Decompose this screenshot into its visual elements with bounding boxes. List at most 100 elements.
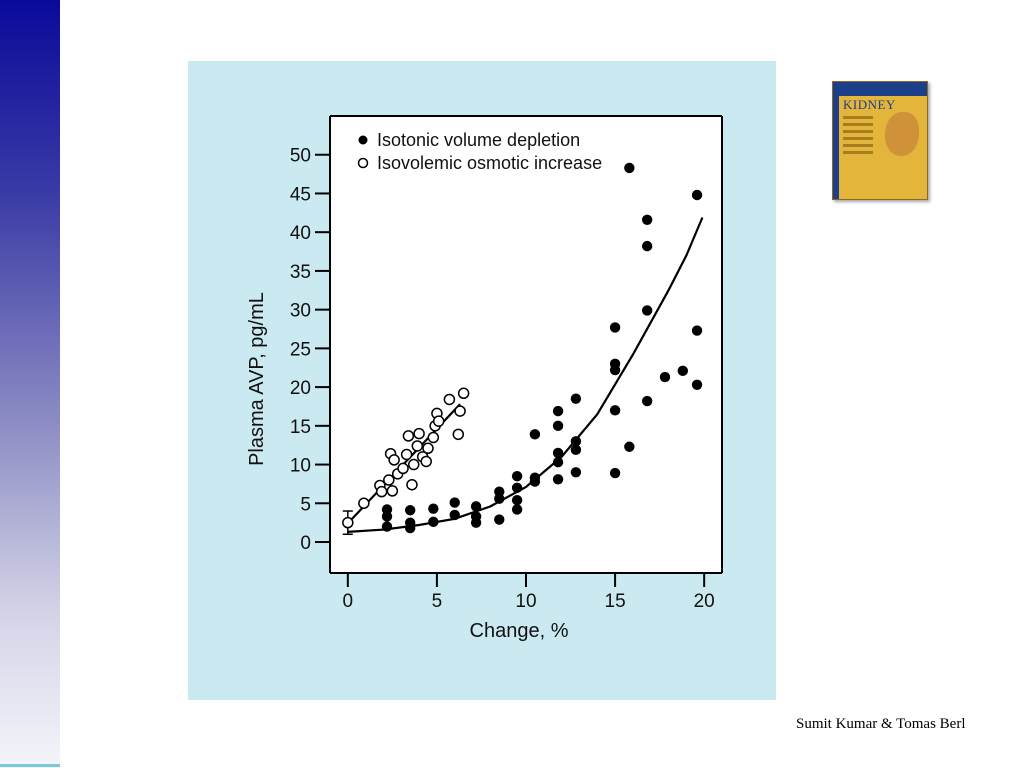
x-tick-label: 0 [343, 591, 354, 612]
x-axis-title: Change, % [470, 620, 569, 642]
chart-panel: 0 5 10 15 20 25 30 35 40 45 50 0 5 10 15 20 Change, % … [188, 61, 776, 700]
data-point-depletion [381, 504, 393, 515]
book-cover-title: KIDNEY [843, 97, 896, 112]
data-point-depletion [529, 429, 541, 440]
legend-filled-marker [358, 135, 368, 145]
data-points [342, 162, 703, 534]
data-point-depletion [494, 486, 505, 497]
data-point-depletion [641, 395, 653, 407]
data-point-depletion [677, 365, 688, 377]
data-point-osmotic [397, 462, 409, 475]
data-point-depletion [470, 511, 482, 522]
y-tick-label: 40 [290, 223, 311, 244]
data-point-osmotic [427, 431, 440, 444]
sidebar-accent-line [0, 764, 60, 767]
y-tick-label: 20 [290, 378, 311, 399]
x-tick-label: 10 [515, 591, 536, 612]
data-point-depletion [511, 470, 523, 482]
data-point-depletion [428, 503, 439, 514]
legend-label-osmotic: Isovolemic osmotic increase [377, 153, 602, 173]
y-tick-label: 15 [290, 417, 311, 438]
data-point-depletion [570, 393, 582, 404]
data-point-osmotic [443, 393, 456, 406]
y-tick-label: 50 [290, 146, 311, 167]
data-point-osmotic [454, 405, 466, 417]
data-point-depletion [552, 420, 564, 432]
data-point-osmotic [457, 387, 470, 400]
y-tick-label: 25 [290, 339, 311, 360]
data-point-depletion [609, 405, 621, 416]
x-tick-label: 5 [432, 591, 443, 612]
data-point-depletion [552, 447, 564, 459]
data-point-depletion [511, 494, 523, 506]
data-point-depletion [624, 162, 635, 174]
data-point-depletion [449, 497, 460, 508]
x-tick-label: 15 [605, 591, 626, 612]
data-point-depletion [691, 379, 703, 390]
data-point-osmotic [342, 516, 354, 529]
legend: Isotonic volume depletion Isovolemic osm… [357, 130, 602, 173]
data-point-osmotic [420, 455, 432, 468]
data-point-depletion [494, 514, 505, 525]
book-cover-image: KIDNEY [832, 81, 928, 200]
data-point-depletion [570, 444, 582, 456]
data-point-osmotic [422, 442, 434, 455]
data-point-depletion [552, 405, 564, 417]
data-point-depletion [691, 325, 703, 336]
data-point-depletion [570, 436, 582, 447]
book-cover-band [833, 82, 927, 96]
y-tick-label: 30 [290, 301, 311, 322]
data-point-depletion [691, 189, 703, 201]
data-point-osmotic [406, 478, 418, 491]
data-point-depletion [570, 467, 582, 478]
kidney-illustration-icon [885, 112, 919, 156]
legend-label-depletion: Isotonic volume depletion [377, 130, 580, 150]
plot-area [330, 116, 722, 573]
x-axis-ticks: 0 5 10 15 20 [343, 573, 715, 612]
data-point-osmotic [402, 430, 415, 442]
data-point-depletion [404, 517, 416, 528]
sidebar-gradient [0, 0, 60, 768]
data-point-depletion [659, 371, 671, 383]
author-credit: Sumit Kumar & Tomas Berl [796, 716, 966, 732]
y-tick-label: 45 [290, 184, 311, 205]
data-point-osmotic [386, 485, 399, 497]
y-tick-label: 35 [290, 262, 311, 283]
y-tick-label: 10 [290, 456, 311, 477]
data-point-osmotic [375, 485, 388, 498]
data-point-osmotic [411, 440, 424, 452]
data-point-depletion [511, 504, 523, 515]
data-point-depletion [381, 521, 393, 532]
x-tick-label: 20 [694, 591, 715, 612]
data-point-depletion [449, 509, 460, 521]
data-point-depletion [609, 358, 621, 370]
data-point-osmotic [400, 448, 413, 461]
book-cover-text-lines [843, 116, 873, 158]
book-cover-spine [833, 82, 839, 199]
legend-open-marker [357, 157, 369, 169]
data-point-osmotic [413, 427, 425, 440]
y-tick-label: 0 [300, 533, 311, 554]
data-point-depletion [511, 482, 523, 493]
data-point-depletion [641, 240, 653, 252]
data-point-osmotic [358, 497, 370, 510]
y-tick-label: 5 [300, 494, 311, 515]
data-point-osmotic [452, 428, 465, 441]
data-point-depletion [609, 322, 621, 333]
data-point-depletion [641, 305, 653, 316]
data-point-depletion [641, 214, 653, 225]
data-point-osmotic [407, 458, 420, 471]
data-point-depletion [404, 505, 416, 516]
data-point-osmotic [432, 415, 445, 427]
data-point-depletion [428, 516, 439, 528]
data-point-osmotic [388, 454, 400, 466]
data-point-depletion [624, 441, 635, 452]
data-point-depletion [470, 501, 482, 512]
data-point-depletion [552, 457, 564, 468]
data-point-depletion [609, 467, 621, 479]
y-axis-ticks: 0 5 10 15 20 25 30 35 40 45 50 [290, 146, 330, 554]
data-point-depletion [529, 472, 541, 483]
data-point-depletion [552, 474, 564, 485]
data-point-osmotic [383, 474, 395, 486]
